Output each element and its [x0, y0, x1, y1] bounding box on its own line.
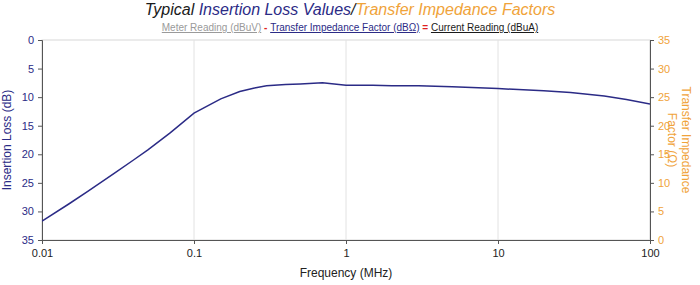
subtitle-part: - [261, 22, 270, 33]
tick-label: 0.1 [187, 247, 202, 259]
tick: 25 [650, 91, 670, 103]
tick-label: 100 [641, 247, 659, 259]
tick: 0 [28, 34, 42, 46]
title-part: Insertion Loss Values [199, 1, 351, 18]
tick: 0.1 [187, 240, 202, 259]
tick: 5 [28, 63, 42, 75]
tick: 30 [650, 63, 670, 75]
tick: 15 [22, 120, 42, 132]
title-part: Transfer Impedance Factors [356, 1, 556, 18]
x-axis-title: Frequency (MHz) [300, 266, 393, 280]
axis-line [43, 241, 651, 245]
tick-label: 1 [343, 247, 349, 259]
y-axis-title: Insertion Loss (dB) [0, 90, 14, 191]
tick-mark [38, 183, 42, 184]
y2-axis-title-line: Factor (Ω) [665, 113, 679, 167]
tick-mark [650, 183, 654, 184]
x-grid [42, 40, 650, 240]
grid-line [194, 40, 195, 240]
grid-line [498, 40, 499, 240]
y-axis: 0 5 10 15 20 25 30 35 [22, 34, 43, 246]
tick: 100 [641, 240, 659, 259]
tick-label: 10 [492, 247, 504, 259]
data-line [42, 83, 650, 221]
tick-mark [650, 240, 654, 241]
subtitle-part: Meter Reading (dBuV) [162, 22, 262, 33]
tick-mark [650, 69, 654, 70]
tick: 20 [22, 148, 42, 160]
tick-label: 10 [22, 91, 34, 103]
tick-label: 30 [22, 205, 34, 217]
plot-marks [42, 83, 650, 221]
tick-mark [38, 69, 42, 70]
tick-label: 25 [658, 91, 670, 103]
tick: 5 [650, 205, 664, 217]
tick-mark [38, 40, 42, 41]
tick-label: 15 [22, 120, 34, 132]
tick: 0 [650, 234, 664, 246]
tick-mark [650, 126, 654, 127]
tick: 25 [22, 177, 42, 189]
tick-mark [194, 240, 195, 244]
subtitle: Meter Reading (dBuV) - Transfer Impedanc… [162, 22, 538, 33]
tick-label: 20 [22, 148, 34, 160]
tick-label: 5 [658, 205, 664, 217]
tick-label: 0.01 [32, 247, 53, 259]
tick-mark [38, 211, 42, 212]
grid-line [346, 40, 347, 240]
plot-area [42, 40, 650, 240]
y2-axis-title: Transfer ImpedanceFactor (Ω) [665, 87, 693, 194]
tick: 30 [22, 205, 42, 217]
tick: 10 [22, 91, 42, 103]
tick-mark [38, 154, 42, 155]
tick: 1 [343, 240, 349, 259]
tick: 10 [492, 240, 504, 259]
tick-mark [38, 126, 42, 127]
axis-line [38, 41, 43, 241]
tick-label: 0 [28, 34, 34, 46]
subtitle-part: Current Reading (dBuA) [431, 22, 538, 33]
tick-label: 25 [22, 177, 34, 189]
tick: 35 [650, 34, 670, 46]
x-axis: 0.01 0.1 1 10 100 [32, 240, 660, 259]
tick-label: 35 [22, 234, 34, 246]
tick-mark [498, 240, 499, 244]
subtitle-part: = [420, 22, 431, 33]
y2-axis-title-line: Transfer Impedance [679, 87, 693, 194]
tick-mark [650, 40, 654, 41]
subtitle-part: Transfer Impedance Factor (dBΩ) [270, 22, 419, 33]
tick-mark [650, 154, 654, 155]
title-part: Typical [145, 1, 199, 18]
tick-label: 10 [658, 177, 670, 189]
tick: 10 [650, 177, 670, 189]
axis-line [651, 41, 655, 241]
tick: 0.01 [32, 240, 53, 259]
tick-label: 5 [28, 63, 34, 75]
tick: 35 [22, 234, 42, 246]
tick-mark [346, 240, 347, 244]
tick-mark [38, 240, 42, 241]
chart: 0.010.1110100051015202530350510152025303… [0, 0, 700, 285]
tick-label: 0 [658, 234, 664, 246]
tick-mark [38, 97, 42, 98]
tick-mark [650, 97, 654, 98]
tick-mark [650, 211, 654, 212]
title: Typical Insertion Loss Values/Transfer I… [145, 1, 556, 18]
tick-label: 30 [658, 63, 670, 75]
tick-label: 35 [658, 34, 670, 46]
